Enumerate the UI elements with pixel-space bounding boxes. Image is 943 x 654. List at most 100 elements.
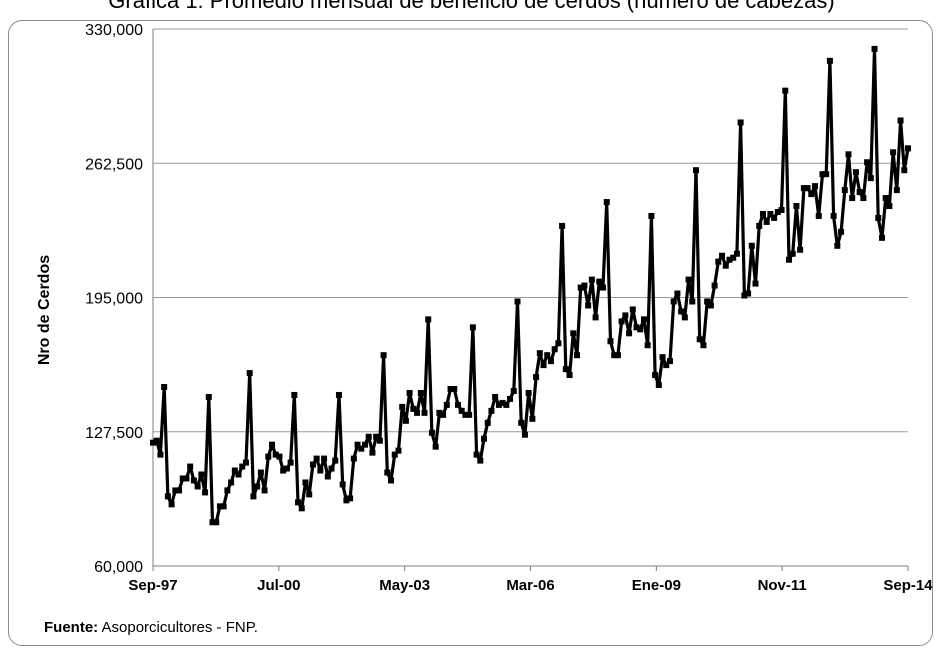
data-point	[176, 487, 183, 494]
data-point	[168, 501, 175, 508]
data-point	[890, 149, 897, 156]
data-point	[700, 342, 707, 349]
data-point	[298, 505, 305, 512]
data-point	[231, 467, 238, 474]
data-point	[815, 212, 822, 219]
data-point	[443, 401, 450, 408]
axes	[152, 29, 909, 571]
source-text: Asoporcicultores - FNP.	[98, 619, 258, 636]
chart-title: Gráfica 1: Promedio mensual de beneficio…	[108, 0, 835, 13]
data-point	[629, 306, 636, 313]
data-point	[209, 519, 216, 526]
x-tick-label: Ene-09	[632, 577, 681, 594]
data-point	[573, 352, 580, 359]
data-point	[800, 185, 807, 192]
x-tick-label: Sep-97	[128, 577, 177, 594]
data-point	[830, 212, 837, 219]
data-point	[901, 167, 908, 174]
data-point	[577, 284, 584, 291]
data-point	[391, 451, 398, 458]
data-point	[280, 467, 287, 474]
data-point	[707, 302, 714, 309]
data-point	[153, 437, 160, 444]
data-point	[719, 252, 726, 259]
data-point	[328, 465, 335, 472]
x-tick-label: Nov-11	[758, 577, 807, 594]
data-point	[622, 312, 629, 319]
data-point	[384, 469, 391, 476]
data-point	[689, 298, 696, 305]
data-point	[559, 222, 566, 229]
data-point	[603, 199, 610, 206]
data-point	[570, 330, 577, 337]
data-point	[893, 187, 900, 194]
data-point	[228, 479, 235, 486]
data-point	[600, 284, 607, 291]
data-point	[793, 203, 800, 210]
data-point	[332, 457, 339, 464]
data-point	[484, 419, 491, 426]
data-point	[611, 352, 618, 359]
x-tick-label: Jul-00	[257, 577, 300, 594]
data-point	[588, 276, 595, 283]
data-point	[492, 393, 499, 400]
data-point	[321, 455, 328, 462]
source-note: Fuente: Asoporcicultores - FNP.	[44, 619, 258, 636]
data-point	[347, 495, 354, 502]
data-point	[633, 324, 640, 331]
data-point	[737, 119, 744, 126]
data-point	[867, 175, 874, 182]
source-label: Fuente:	[44, 619, 99, 636]
y-tick-label: 262,500	[85, 156, 143, 173]
data-point	[503, 401, 510, 408]
data-point	[748, 242, 755, 249]
data-point	[436, 409, 443, 416]
data-point	[745, 290, 752, 297]
data-point	[566, 372, 573, 379]
data-point	[432, 443, 439, 450]
data-point	[663, 362, 670, 369]
data-point	[361, 441, 368, 448]
data-point	[756, 222, 763, 229]
data-point	[306, 491, 313, 498]
data-point	[302, 479, 309, 486]
data-point	[618, 318, 625, 325]
data-point	[283, 465, 290, 472]
data-point	[767, 210, 774, 217]
data-point	[157, 451, 164, 458]
chart-frame	[8, 20, 933, 646]
data-point	[886, 203, 893, 210]
data-point	[529, 415, 536, 422]
data-point	[551, 346, 558, 353]
data-point	[414, 409, 421, 416]
data-point	[652, 372, 659, 379]
data-point	[291, 391, 298, 398]
data-point	[295, 499, 302, 506]
data-point	[183, 475, 190, 482]
data-point	[473, 451, 480, 458]
data-point	[626, 330, 633, 337]
y-tick-label: 60,000	[94, 559, 143, 576]
data-point	[458, 407, 465, 414]
data-point	[726, 256, 733, 263]
data-point	[309, 461, 316, 468]
data-point	[771, 214, 778, 221]
series-line	[152, 47, 910, 524]
data-point	[202, 489, 209, 496]
data-point	[864, 159, 871, 166]
data-point	[905, 145, 911, 152]
y-tick-label: 127,500	[85, 425, 143, 442]
data-point	[514, 298, 521, 305]
data-point	[451, 385, 458, 392]
data-point	[399, 403, 406, 410]
data-point	[150, 439, 156, 446]
data-point	[733, 250, 740, 257]
data-point	[410, 405, 417, 412]
data-point	[510, 387, 517, 394]
data-point	[220, 503, 227, 510]
data-point	[477, 457, 484, 464]
data-point	[388, 477, 395, 484]
data-point	[826, 57, 833, 64]
data-point	[763, 218, 770, 225]
